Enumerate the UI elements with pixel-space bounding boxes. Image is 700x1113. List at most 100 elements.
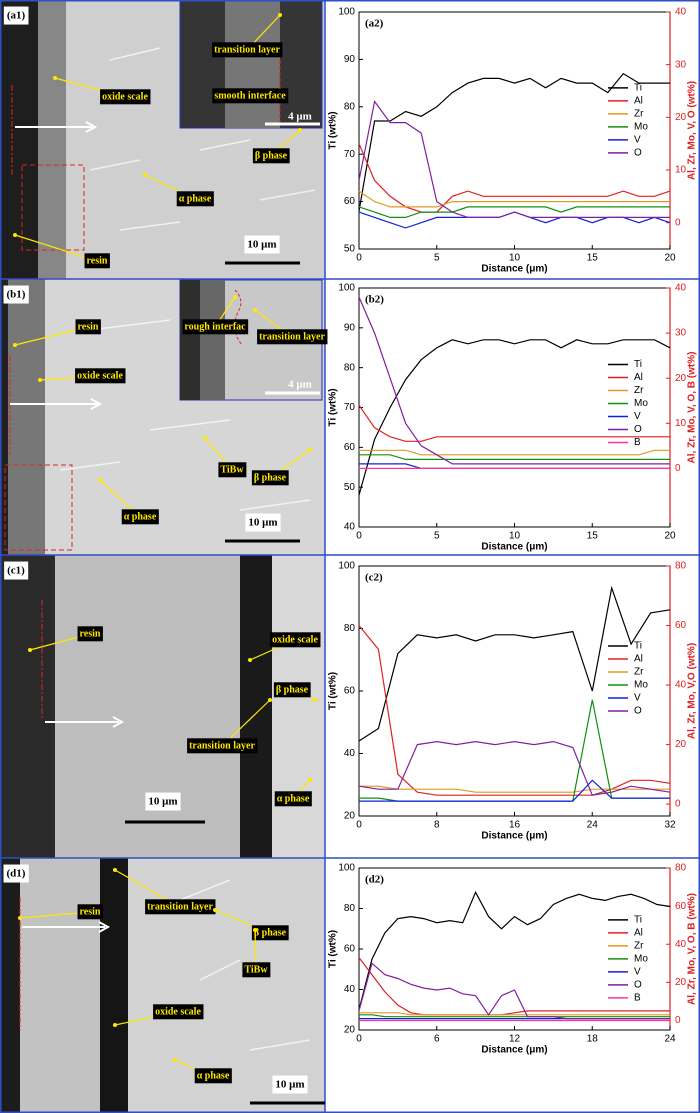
- label-box: [121, 509, 159, 525]
- annotation: resin: [87, 255, 108, 266]
- y-tick-label: 40: [344, 984, 356, 995]
- series-line: [358, 962, 670, 1020]
- legend-label: Mo: [634, 680, 648, 691]
- y2-tick-label: 40: [675, 939, 687, 950]
- annotation: α phase: [277, 793, 310, 804]
- legend-label: V: [634, 411, 641, 422]
- y-axis-title: Ti (wt%): [328, 388, 339, 426]
- x-tick-label: 18: [587, 1034, 599, 1045]
- label-box: [84, 253, 110, 269]
- legend-label: Ti: [634, 914, 642, 925]
- label-box: [3, 864, 29, 883]
- y2-tick-label: 20: [675, 739, 687, 750]
- x-tick-label: 0: [356, 253, 362, 264]
- arrow-head: [203, 436, 207, 440]
- arrow-head: [143, 173, 147, 177]
- panel-label: (d1): [7, 868, 26, 880]
- legend-label: Ti: [634, 641, 642, 652]
- label-box: [274, 791, 312, 807]
- legend-label: Zr: [634, 940, 644, 951]
- y2-tick-label: 20: [675, 112, 687, 123]
- image-annotations: (d1) resin transition layer β phase TiBw oxid…: [3, 864, 325, 1105]
- x-tick-label: 24: [587, 820, 599, 831]
- y2-axis-title: Al, Zr, Mo, V, O, B (wt%): [687, 352, 698, 464]
- y2-tick-label: 0: [675, 799, 681, 810]
- y2-tick-label: 40: [675, 283, 687, 294]
- y-tick-label: 70: [344, 402, 356, 413]
- y2-axis-title: Al, Zr, Mo, V,O (wt%): [687, 643, 698, 739]
- series-line: [358, 296, 670, 465]
- y2-tick-label: 0: [675, 1015, 681, 1026]
- y-tick-label: 60: [344, 196, 356, 207]
- label-box: [212, 88, 289, 104]
- series-line: [359, 454, 670, 460]
- scale-bar-label: 10 μm: [247, 239, 276, 251]
- label-box: [3, 285, 29, 304]
- y2-tick-label: 10: [675, 418, 687, 429]
- arrow-head: [13, 233, 17, 237]
- arrow-head: [113, 868, 117, 872]
- legend-label: Al: [634, 654, 643, 665]
- arrow-head: [298, 128, 302, 132]
- x-tick-label: 20: [664, 253, 676, 264]
- label-box: [272, 1075, 308, 1094]
- sem-image: [0, 279, 325, 555]
- y-tick-label: 40: [344, 522, 356, 533]
- x-axis-title: Distance (μm): [481, 264, 547, 275]
- scale-bar-label: 4 μm: [288, 111, 312, 123]
- y-tick-label: 90: [344, 322, 356, 333]
- chart-title: (b2): [365, 294, 384, 306]
- y2-tick-label: 80: [675, 561, 687, 572]
- label-box: [242, 962, 271, 978]
- annotation: β phase: [255, 150, 288, 161]
- series-line: [358, 957, 670, 1016]
- x-tick-label: 10: [509, 253, 521, 264]
- y2-axis-title: Al, Zr, Mo, V, O (wt%): [687, 81, 698, 180]
- y2-tick-label: 40: [675, 680, 687, 691]
- x-axis-title: Distance (μm): [481, 1045, 547, 1056]
- arrow-head: [248, 658, 252, 662]
- legend-label: Ti: [634, 82, 642, 93]
- series-line: [358, 740, 671, 796]
- annotation: α phase: [179, 193, 212, 204]
- plot-frame: [358, 11, 671, 250]
- legend-label: Al: [634, 927, 643, 938]
- annotation: TiBw: [220, 464, 244, 475]
- label-box: [182, 319, 249, 335]
- legend-label: Mo: [634, 121, 648, 132]
- label-box: [257, 329, 328, 345]
- annotation: β phase: [254, 472, 287, 483]
- arrow-head: [308, 778, 312, 782]
- y-tick-label: 20: [344, 1025, 356, 1036]
- arrow-head: [28, 648, 32, 652]
- y-tick-label: 50: [344, 244, 356, 255]
- panel-label: (a1): [7, 10, 26, 22]
- legend-label: Zr: [634, 385, 644, 396]
- y-tick-label: 100: [338, 863, 355, 874]
- y2-tick-label: 40: [675, 7, 687, 18]
- legend-label: V: [634, 693, 641, 704]
- series-line: [358, 100, 670, 218]
- label-box: [244, 235, 280, 254]
- image-annotations: (a1) oxide scale β phase α phase resin 10 μm t…: [3, 6, 320, 269]
- legend-label: O: [634, 147, 642, 158]
- arrow-head: [253, 308, 257, 312]
- annotation: resin: [80, 628, 101, 639]
- y-tick-label: 80: [344, 903, 356, 914]
- series-line: [359, 1014, 670, 1018]
- annotation: oxide scale: [102, 91, 148, 102]
- plot-frame: [358, 565, 671, 817]
- label-box: [77, 626, 103, 642]
- series-line: [358, 404, 670, 442]
- y2-tick-label: 0: [675, 217, 681, 228]
- series-line: [358, 190, 670, 208]
- image-annotations: (c1) resin oxide scale β phase transition la…: [4, 561, 321, 824]
- y2-tick-label: 0: [675, 463, 681, 474]
- y2-tick-label: 80: [675, 863, 687, 874]
- x-tick-label: 0: [356, 1034, 362, 1045]
- label-box: [77, 904, 103, 920]
- series-line: [358, 72, 670, 212]
- x-tick-label: 20: [664, 531, 676, 542]
- chart-title: (a2): [365, 18, 384, 30]
